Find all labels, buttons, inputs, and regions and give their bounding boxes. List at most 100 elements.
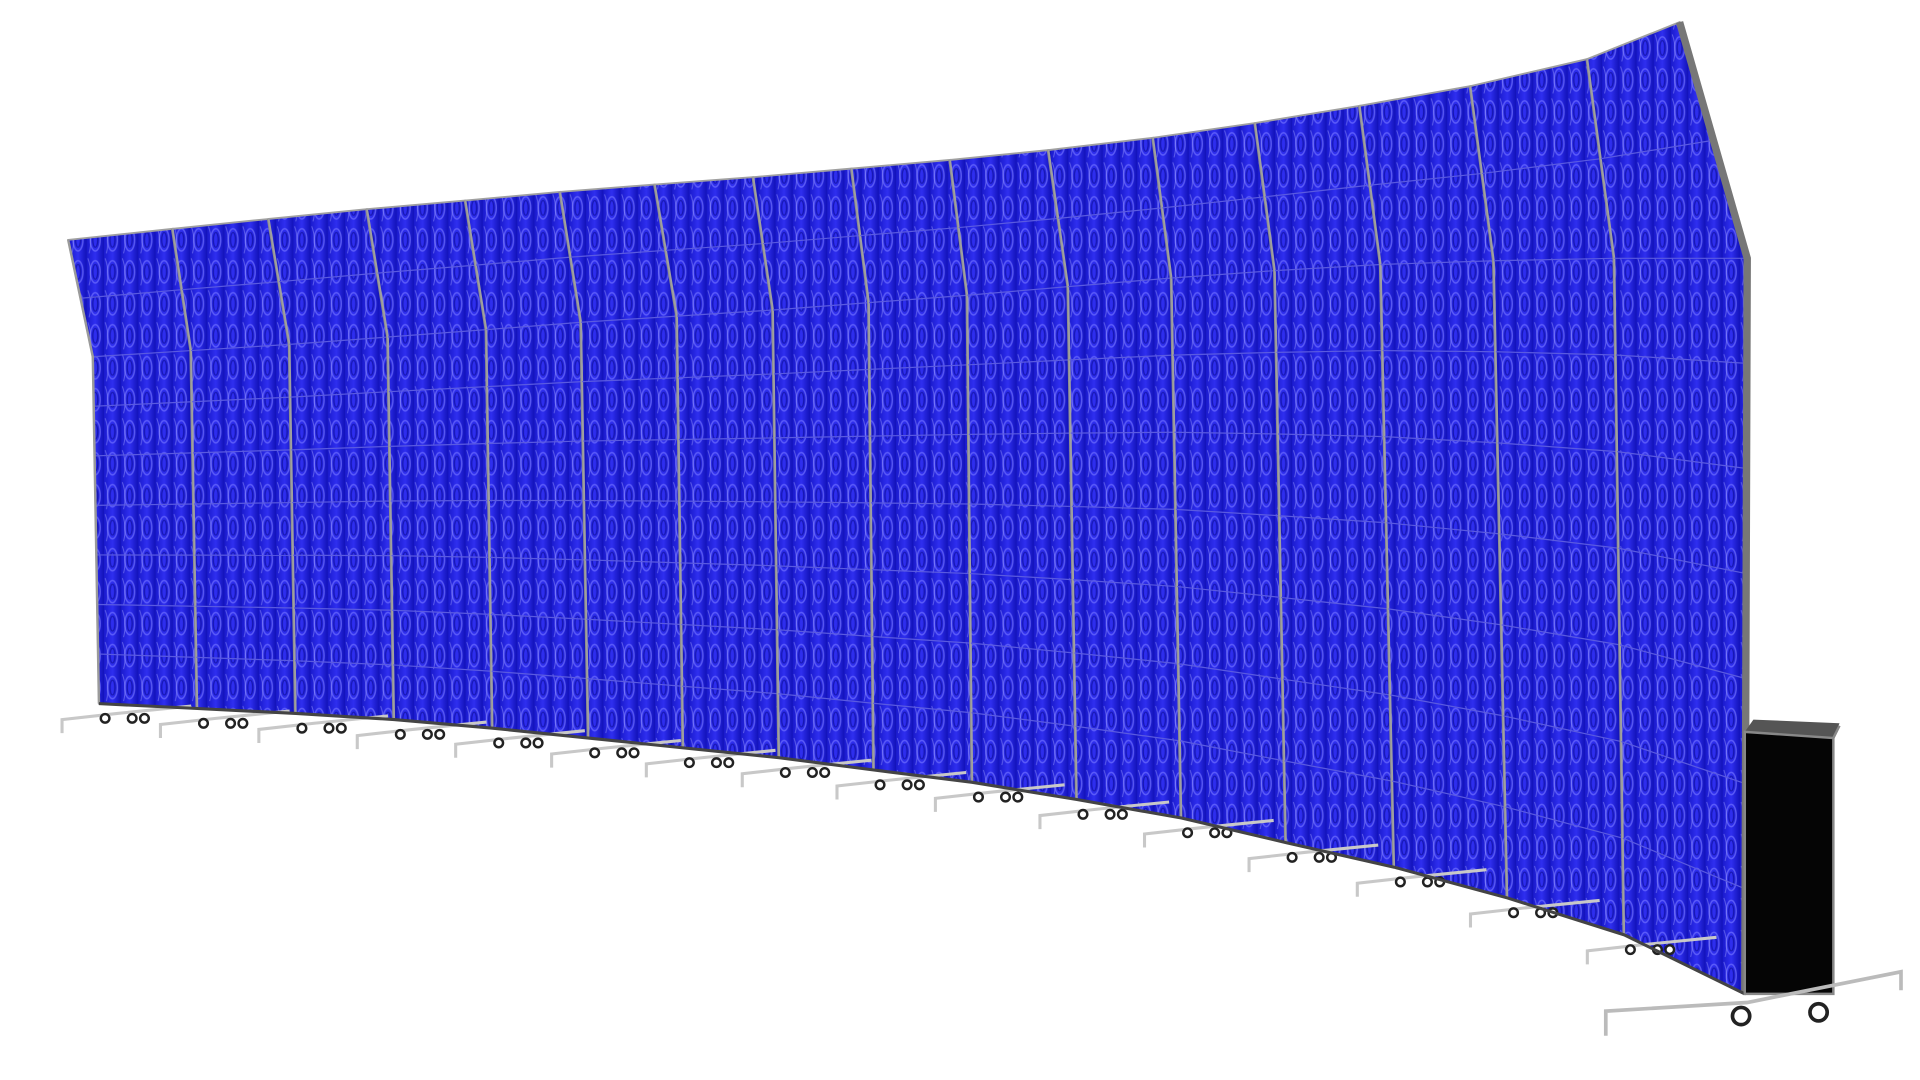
tile-seam — [1276, 349, 1383, 353]
tile-seam — [1501, 624, 1621, 646]
tile-seam — [872, 635, 971, 644]
tile-seam — [1370, 172, 1483, 186]
wheel — [1077, 808, 1089, 820]
tile-seam — [1068, 277, 1172, 288]
tile-seam — [968, 359, 1070, 366]
tile-seam — [1392, 780, 1506, 808]
tile-seam — [475, 256, 571, 266]
tile-seam — [680, 562, 777, 567]
tile-seam — [192, 449, 292, 454]
tile-seam — [1162, 196, 1266, 209]
tile-seam — [585, 559, 681, 564]
wheel — [972, 791, 984, 803]
tile-seam — [289, 336, 389, 346]
tile-seam — [1503, 715, 1622, 743]
wheel — [710, 757, 722, 769]
tile-seam — [387, 329, 487, 338]
tile-seam — [1600, 139, 1714, 160]
tile-seam — [969, 503, 1072, 508]
tile-seam — [1618, 547, 1747, 575]
foot — [257, 714, 389, 743]
tile-seam — [1505, 806, 1623, 839]
tile-seam — [1274, 263, 1381, 272]
tile-seam — [587, 678, 683, 687]
tile-seam — [291, 445, 390, 451]
tile-seam — [488, 440, 584, 445]
tile-seam — [195, 605, 295, 609]
tile-seam — [967, 285, 1069, 296]
tile-seam — [1075, 725, 1181, 742]
tile-seam — [1177, 585, 1282, 599]
tile-seam — [777, 629, 873, 638]
wheel — [616, 747, 628, 759]
wheel — [874, 779, 886, 791]
tile-seam — [1058, 207, 1163, 219]
tile-seam — [1264, 184, 1371, 198]
wheel — [1104, 808, 1116, 820]
tile-seam — [1495, 351, 1616, 356]
tile-seam — [181, 281, 280, 291]
tile-seam — [677, 309, 774, 317]
tile-seam — [1497, 442, 1618, 453]
wheel — [138, 712, 151, 724]
wheel — [806, 766, 818, 779]
case-front — [1743, 730, 1835, 996]
foot — [1355, 868, 1487, 897]
tile-seam — [1619, 644, 1746, 680]
tile-seam — [192, 396, 291, 403]
tile-seam — [871, 502, 970, 505]
wheel — [1421, 876, 1433, 888]
tile-seam — [293, 607, 393, 611]
wheel — [901, 779, 913, 791]
tile-seam — [1615, 354, 1747, 365]
tile-seam — [487, 381, 583, 388]
tile-seam — [1384, 436, 1498, 444]
tile-seam — [1073, 579, 1178, 588]
wheel — [1313, 851, 1325, 863]
wheel — [434, 728, 446, 740]
wheel — [1209, 827, 1221, 839]
wheel — [237, 717, 249, 729]
tile-seam — [377, 264, 477, 274]
tile-seam — [290, 391, 389, 398]
tile-seam — [665, 242, 764, 251]
tile-seam — [772, 301, 870, 311]
tile-seam — [1482, 158, 1601, 175]
tile-seam — [1074, 652, 1179, 665]
wheel — [99, 712, 111, 724]
tile-seam — [97, 603, 196, 607]
tile-seam — [1617, 451, 1747, 470]
tile-seam — [1069, 354, 1174, 361]
tile-seam — [570, 249, 667, 258]
tile-seam — [1284, 760, 1393, 782]
wheel — [520, 737, 532, 749]
tile-seam — [583, 438, 679, 442]
wheel — [323, 722, 335, 734]
tile-seam — [1070, 431, 1175, 434]
tile-seam — [490, 613, 587, 620]
tile-seam — [968, 432, 1071, 436]
tile-seam — [776, 565, 872, 571]
tile-seam — [1282, 678, 1391, 696]
foot — [1468, 898, 1600, 928]
wheel — [335, 722, 347, 734]
wheel — [1394, 876, 1406, 888]
tile-seam — [1171, 270, 1275, 279]
wheel — [421, 728, 433, 740]
tile-seam — [873, 702, 972, 714]
tile-seam — [584, 499, 680, 502]
tile-seam — [971, 712, 1076, 727]
tile-seam — [279, 272, 378, 283]
wheel — [532, 737, 544, 749]
wall — [60, 20, 1751, 996]
case-edge — [1832, 725, 1841, 739]
wheel — [723, 757, 735, 769]
foot — [933, 783, 1065, 812]
tile-seam — [196, 656, 295, 662]
tile-seam — [1179, 740, 1285, 762]
wheel — [1012, 791, 1024, 803]
wall-edge — [66, 239, 101, 704]
tile-seam — [1621, 740, 1746, 785]
